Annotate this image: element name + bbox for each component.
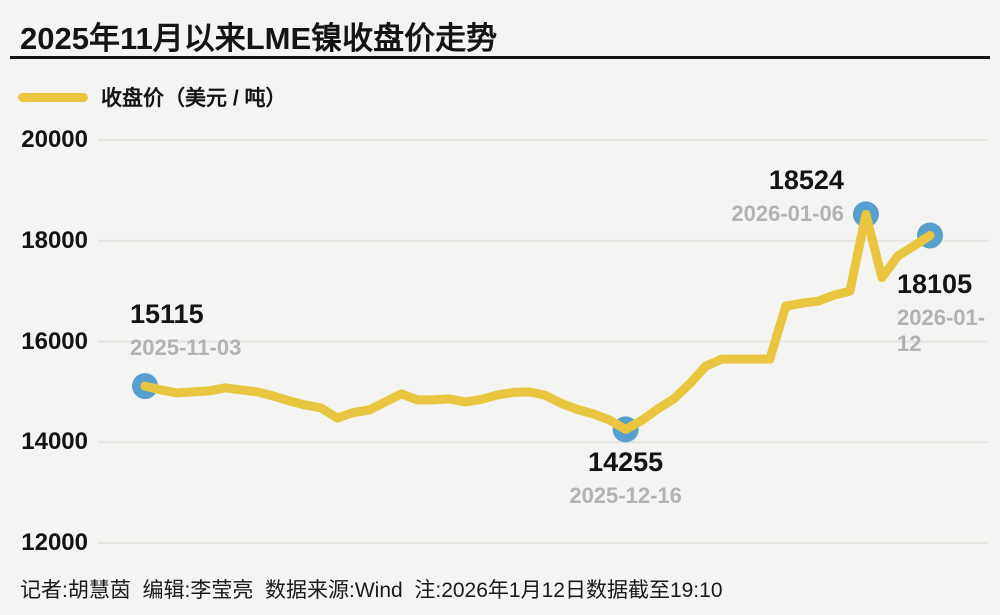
- point-annotation: 14255 2025-12-16: [569, 446, 682, 509]
- credits-footer: 记者:胡慧茵 编辑:李莹亮 数据来源:Wind 注:2026年1月12日数据截至…: [20, 579, 723, 602]
- point-annotation: 15115 2025-11-03: [130, 298, 241, 361]
- annotation-date: 2026-01-12: [897, 305, 986, 357]
- y-axis-tick-label: 16000: [21, 327, 88, 355]
- chart-canvas: [98, 139, 988, 544]
- line-chart: 20000 18000 16000 14000 12000 15115 2025-11-03…: [0, 110, 1000, 570]
- annotation-date: 2025-12-16: [569, 483, 682, 509]
- y-axis-tick-label: 12000: [21, 529, 88, 556]
- legend-line-swatch: [18, 92, 88, 102]
- title-underline: [10, 56, 990, 59]
- y-axis-tick-label: 18000: [21, 226, 88, 254]
- annotation-price: 14255: [588, 447, 664, 478]
- annotation-price: 15115: [130, 299, 204, 330]
- annotation-price: 18105: [897, 269, 973, 300]
- annotation-price: 18524: [768, 165, 844, 196]
- price-line: [140, 209, 935, 434]
- annotation-date: 2025-11-03: [130, 335, 242, 361]
- point-annotation: 18105 2026-01-12: [897, 268, 1000, 357]
- y-axis-tick-label: 20000: [21, 126, 88, 153]
- page-title: 2025年11月以来LME镍收盘价走势: [20, 21, 498, 56]
- legend-label: 收盘价（美元 / 吨）: [101, 87, 287, 110]
- legend: 收盘价（美元 / 吨）: [18, 82, 287, 112]
- y-axis-tick-label: 14000: [21, 428, 88, 456]
- point-annotation: 18524 2026-01-06: [731, 164, 844, 227]
- annotation-date: 2026-01-06: [731, 201, 844, 227]
